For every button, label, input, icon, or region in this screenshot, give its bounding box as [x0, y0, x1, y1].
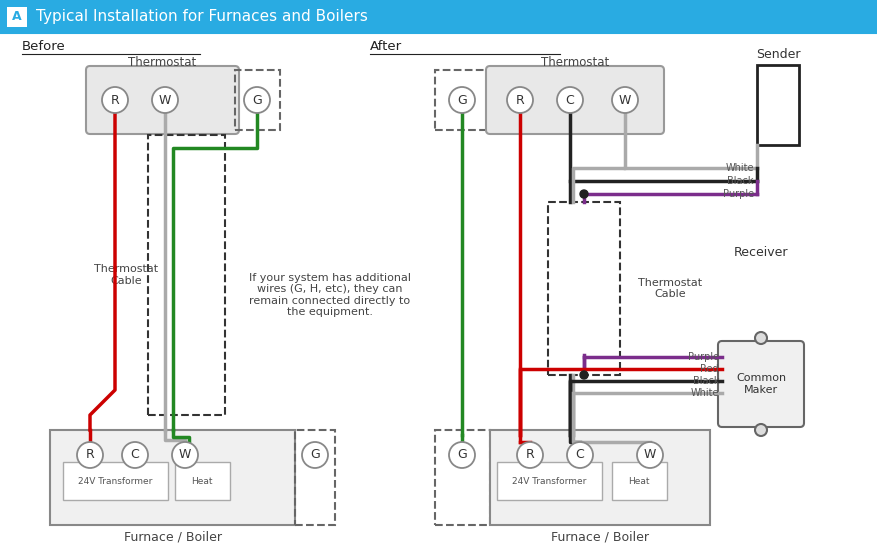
Text: W: W	[619, 93, 631, 107]
Bar	[295, 430, 335, 525]
Circle shape	[637, 442, 663, 468]
Bar	[7, 7, 27, 27]
FancyBboxPatch shape	[86, 66, 239, 134]
Circle shape	[507, 87, 533, 113]
Text: C: C	[575, 448, 584, 461]
Text: Furnace / Boiler: Furnace / Boiler	[551, 530, 649, 544]
Text: After: After	[370, 40, 403, 54]
Text: W: W	[179, 448, 191, 461]
Bar	[490, 430, 710, 525]
Text: R: R	[111, 93, 119, 107]
Circle shape	[244, 87, 270, 113]
Circle shape	[755, 332, 767, 344]
Text: G: G	[252, 93, 262, 107]
Text: Black: Black	[693, 376, 719, 386]
Bar	[612, 462, 667, 500]
Bar	[148, 135, 225, 415]
Text: Heat: Heat	[628, 476, 650, 486]
Text: G: G	[310, 448, 320, 461]
Text: C: C	[566, 93, 574, 107]
Bar	[0, 0, 877, 32]
Circle shape	[449, 87, 475, 113]
Text: Thermostat
Cable: Thermostat Cable	[638, 278, 702, 299]
Circle shape	[77, 442, 103, 468]
Circle shape	[172, 442, 198, 468]
Circle shape	[302, 442, 328, 468]
Bar	[757, 65, 799, 145]
Text: R: R	[525, 448, 534, 461]
FancyBboxPatch shape	[486, 66, 664, 134]
Circle shape	[612, 87, 638, 113]
Bar	[497, 462, 602, 500]
Bar	[435, 430, 490, 525]
Text: W: W	[159, 93, 171, 107]
Circle shape	[580, 371, 588, 379]
Circle shape	[449, 442, 475, 468]
Text: Sender: Sender	[756, 49, 800, 61]
Bar	[63, 462, 168, 500]
Text: 24V Transformer: 24V Transformer	[512, 476, 586, 486]
Bar	[548, 202, 620, 375]
Bar	[175, 462, 230, 500]
Circle shape	[517, 442, 543, 468]
Text: C: C	[131, 448, 139, 461]
Circle shape	[102, 87, 128, 113]
Text: R: R	[516, 93, 524, 107]
Text: G: G	[457, 448, 467, 461]
Text: Red: Red	[701, 364, 719, 374]
Text: Common
Maker: Common Maker	[736, 373, 786, 395]
Text: Before: Before	[22, 40, 66, 54]
Text: Thermostat: Thermostat	[128, 56, 196, 68]
Circle shape	[122, 442, 148, 468]
Text: 24V Transformer: 24V Transformer	[78, 476, 153, 486]
Text: White: White	[690, 388, 719, 398]
Circle shape	[557, 87, 583, 113]
Text: Furnace / Boiler: Furnace / Boiler	[124, 530, 222, 544]
Text: Receiver: Receiver	[734, 246, 788, 258]
Text: Heat: Heat	[191, 476, 213, 486]
Circle shape	[567, 442, 593, 468]
Bar	[50, 430, 295, 525]
Text: Thermostat
Cable: Thermostat Cable	[94, 264, 158, 286]
Circle shape	[152, 87, 178, 113]
Circle shape	[580, 190, 588, 198]
Text: Purple: Purple	[723, 189, 754, 199]
Text: W: W	[644, 448, 656, 461]
FancyBboxPatch shape	[718, 341, 804, 427]
Text: Typical Installation for Furnaces and Boilers: Typical Installation for Furnaces and Bo…	[36, 8, 367, 24]
Text: White: White	[725, 163, 754, 173]
Text: Black: Black	[728, 176, 754, 186]
Text: Thermostat: Thermostat	[541, 56, 610, 68]
Circle shape	[755, 424, 767, 436]
Text: R: R	[86, 448, 95, 461]
Text: Purple: Purple	[688, 352, 719, 362]
Text: A: A	[12, 10, 22, 24]
Text: If your system has additional
wires (G, H, etc), they can
remain connected direc: If your system has additional wires (G, …	[249, 273, 411, 317]
Text: G: G	[457, 93, 467, 107]
